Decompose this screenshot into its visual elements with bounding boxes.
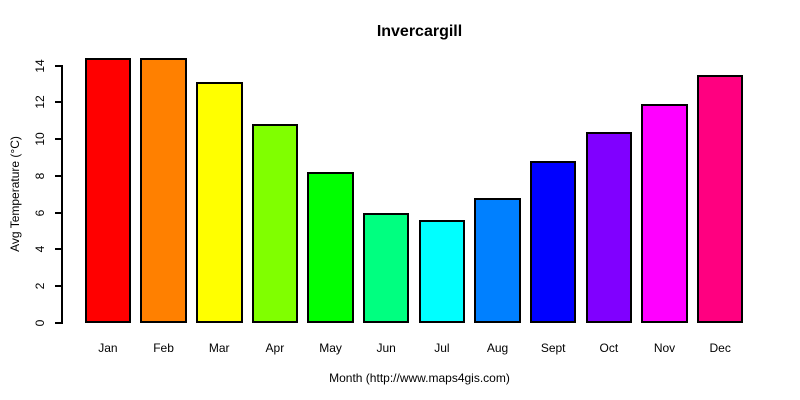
y-tick-label: 12 bbox=[33, 95, 47, 110]
x-axis-title: Month (http://www.maps4gis.com) bbox=[329, 371, 510, 385]
bar-oct bbox=[585, 131, 633, 323]
x-tick-label-jul: Jul bbox=[434, 341, 450, 355]
x-tick-label-aug: Aug bbox=[486, 341, 509, 355]
bar-jun bbox=[362, 212, 410, 323]
y-axis-title: Avg Temperature (°C) bbox=[8, 136, 22, 252]
y-tick-label: 6 bbox=[33, 209, 47, 216]
chart-title: Invercargill bbox=[376, 23, 463, 40]
bar-apr bbox=[251, 124, 299, 323]
y-tick-label: 14 bbox=[33, 58, 47, 73]
x-tick-label-nov: Nov bbox=[653, 341, 676, 355]
y-axis-line bbox=[61, 65, 63, 324]
bar-feb bbox=[140, 58, 187, 323]
bar-jan bbox=[84, 58, 132, 323]
x-tick-label-feb: Feb bbox=[153, 341, 174, 355]
y-tick-label: 0 bbox=[33, 319, 47, 327]
bar-aug bbox=[474, 197, 521, 323]
y-tick-mark bbox=[55, 138, 62, 141]
y-tick-mark bbox=[55, 174, 62, 177]
x-tick-label-oct: Oct bbox=[599, 341, 619, 355]
y-tick-label: 2 bbox=[33, 282, 47, 290]
bar-dec bbox=[696, 74, 744, 323]
x-tick-label-jun: Jun bbox=[376, 341, 396, 355]
x-tick-label-may: May bbox=[319, 341, 342, 355]
y-tick-mark bbox=[55, 284, 62, 287]
bar-may bbox=[307, 172, 354, 323]
x-tick-label-sept: Sept bbox=[540, 341, 566, 355]
bar-jul bbox=[418, 219, 466, 323]
bar-sept bbox=[529, 161, 577, 323]
y-tick-label: 4 bbox=[33, 245, 47, 253]
bar-nov bbox=[641, 104, 688, 323]
y-tick-label: 8 bbox=[33, 172, 47, 180]
y-tick-mark bbox=[55, 211, 62, 214]
bar-mar bbox=[195, 82, 243, 323]
x-tick-label-dec: Dec bbox=[709, 341, 731, 355]
x-tick-label-apr: Apr bbox=[265, 341, 285, 355]
x-tick-label-jan: Jan bbox=[98, 341, 118, 355]
y-tick-label: 10 bbox=[33, 132, 47, 146]
y-tick-mark bbox=[55, 248, 62, 251]
y-tick-mark bbox=[55, 321, 62, 324]
y-tick-mark bbox=[55, 101, 62, 104]
y-tick-mark bbox=[55, 64, 62, 67]
x-tick-label-mar: Mar bbox=[208, 341, 230, 355]
